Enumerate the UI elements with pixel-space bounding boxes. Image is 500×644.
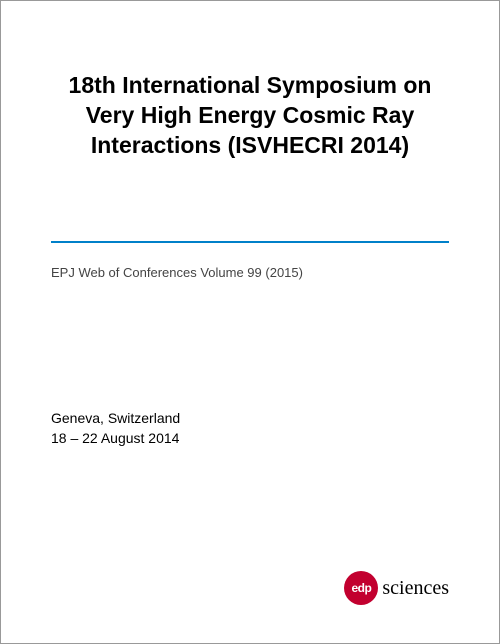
publisher-logo-word: sciences [382,577,449,600]
publisher-logo: edp sciences [344,571,449,605]
cover-page: 18th International Symposium on Very Hig… [1,1,499,643]
divider-rule [51,241,449,243]
document-title: 18th International Symposium on Very Hig… [51,71,449,161]
event-dates: 18 – 22 August 2014 [51,430,449,446]
publisher-logo-mark: edp [344,571,378,605]
event-location: Geneva, Switzerland [51,410,449,426]
series-subtitle: EPJ Web of Conferences Volume 99 (2015) [51,265,449,280]
